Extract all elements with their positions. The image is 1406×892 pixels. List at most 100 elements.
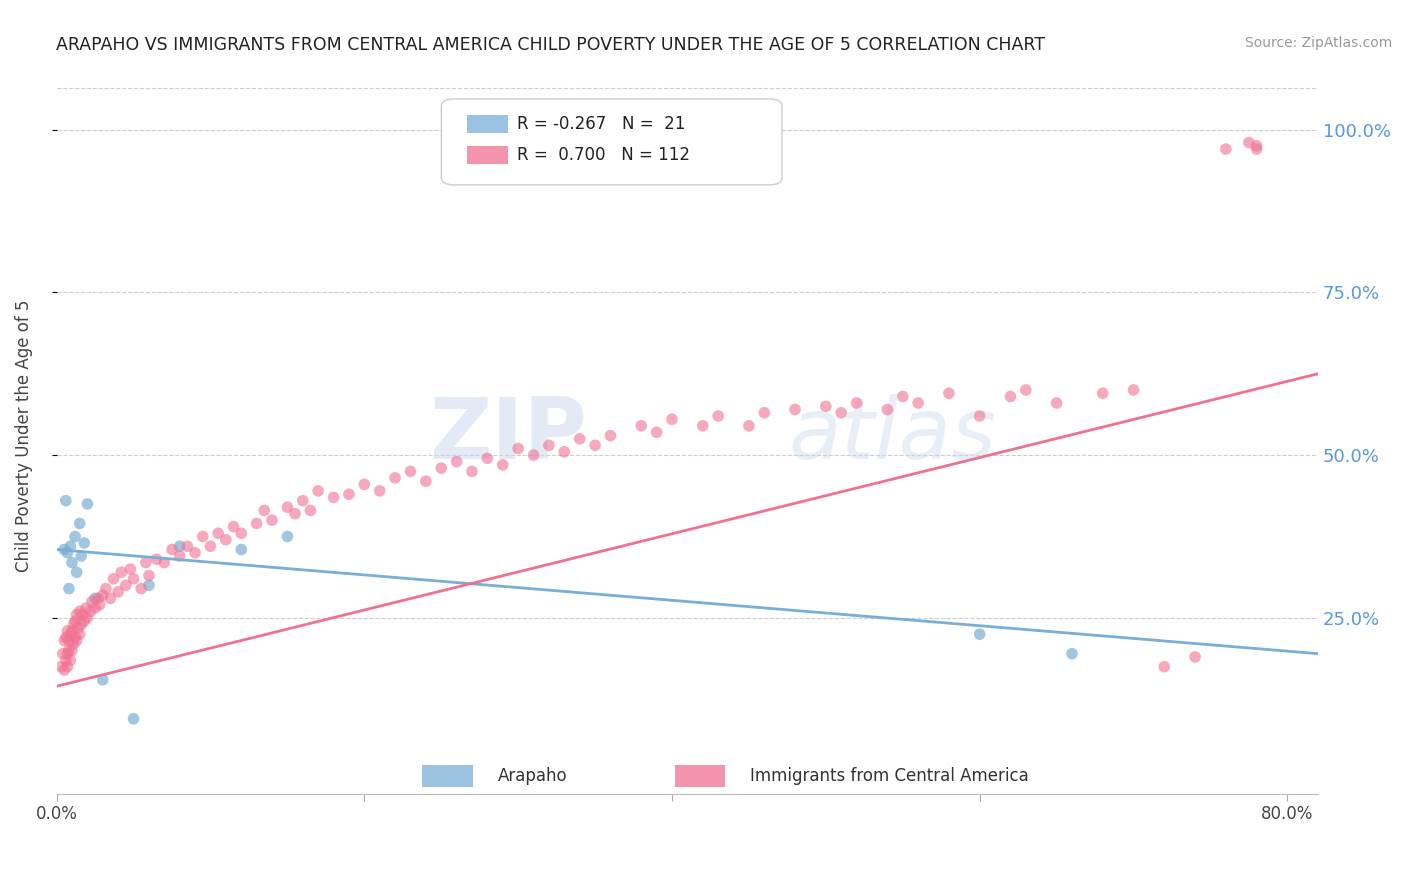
Point — [430, 461, 453, 475]
Point — [907, 396, 929, 410]
Point — [415, 474, 437, 488]
Text: ARAPAHO VS IMMIGRANTS FROM CENTRAL AMERICA CHILD POVERTY UNDER THE AGE OF 5 CORR: ARAPAHO VS IMMIGRANTS FROM CENTRAL AMERI… — [56, 36, 1045, 54]
Point — [69, 604, 91, 618]
Point — [120, 562, 142, 576]
Point — [938, 386, 960, 401]
Point — [63, 529, 86, 543]
Point — [145, 552, 167, 566]
Point — [1045, 396, 1067, 410]
Text: Source: ZipAtlas.com: Source: ZipAtlas.com — [1244, 36, 1392, 50]
Point — [184, 546, 207, 560]
Point — [58, 643, 80, 657]
Point — [207, 526, 229, 541]
Point — [1091, 386, 1114, 401]
Point — [1015, 383, 1038, 397]
Point — [84, 601, 107, 615]
Point — [67, 621, 90, 635]
Point — [65, 566, 87, 580]
Point — [353, 477, 375, 491]
Point — [73, 614, 96, 628]
Point — [1000, 389, 1022, 403]
Point — [75, 601, 97, 615]
Point — [169, 539, 191, 553]
Point — [122, 712, 145, 726]
Point — [53, 542, 76, 557]
Point — [461, 464, 484, 478]
Point — [107, 584, 129, 599]
Point — [135, 556, 157, 570]
Point — [630, 418, 652, 433]
Point — [63, 614, 86, 628]
Point — [60, 643, 83, 657]
Point — [138, 568, 160, 582]
Point — [260, 513, 283, 527]
Point — [222, 519, 245, 533]
Point — [291, 493, 314, 508]
Point — [69, 627, 91, 641]
Point — [1246, 142, 1268, 156]
Point — [129, 582, 152, 596]
Point — [56, 546, 79, 560]
Point — [783, 402, 806, 417]
Point — [65, 607, 87, 622]
Point — [553, 445, 575, 459]
Point — [322, 491, 344, 505]
Point — [1122, 383, 1144, 397]
Point — [1237, 136, 1260, 150]
Point — [754, 406, 776, 420]
FancyBboxPatch shape — [441, 99, 782, 185]
Point — [84, 591, 107, 606]
FancyBboxPatch shape — [467, 145, 508, 164]
Point — [215, 533, 238, 547]
Point — [70, 549, 93, 563]
Point — [115, 578, 138, 592]
Point — [70, 617, 93, 632]
Point — [522, 448, 544, 462]
Point — [138, 578, 160, 592]
Point — [276, 529, 298, 543]
Text: R =  0.700   N = 112: R = 0.700 N = 112 — [517, 145, 690, 164]
Point — [508, 442, 530, 456]
Point — [692, 418, 714, 433]
Point — [56, 624, 79, 638]
Point — [568, 432, 591, 446]
Point — [55, 653, 77, 667]
Point — [284, 507, 307, 521]
Text: ZIP: ZIP — [429, 394, 586, 477]
Point — [276, 500, 298, 515]
Point — [1060, 647, 1083, 661]
Point — [191, 529, 214, 543]
Point — [160, 542, 183, 557]
Point — [231, 526, 253, 541]
Point — [1215, 142, 1237, 156]
Point — [399, 464, 422, 478]
Point — [103, 572, 125, 586]
Point — [645, 425, 668, 440]
Point — [738, 418, 761, 433]
Point — [876, 402, 898, 417]
Point — [65, 633, 87, 648]
Point — [246, 516, 269, 531]
Point — [583, 438, 606, 452]
Point — [830, 406, 852, 420]
Point — [599, 428, 621, 442]
Point — [100, 591, 122, 606]
Point — [537, 438, 560, 452]
Point — [969, 409, 991, 423]
Point — [55, 631, 77, 645]
Point — [384, 471, 406, 485]
Point — [56, 647, 79, 661]
Point — [69, 516, 91, 531]
Point — [1153, 659, 1175, 673]
Point — [231, 542, 253, 557]
Point — [814, 399, 837, 413]
Text: Immigrants from Central America: Immigrants from Central America — [751, 767, 1029, 785]
Point — [153, 556, 176, 570]
Point — [51, 659, 73, 673]
Point — [110, 566, 132, 580]
Point — [58, 582, 80, 596]
FancyBboxPatch shape — [467, 115, 508, 133]
Point — [446, 454, 468, 468]
Point — [72, 607, 94, 622]
Point — [477, 451, 499, 466]
